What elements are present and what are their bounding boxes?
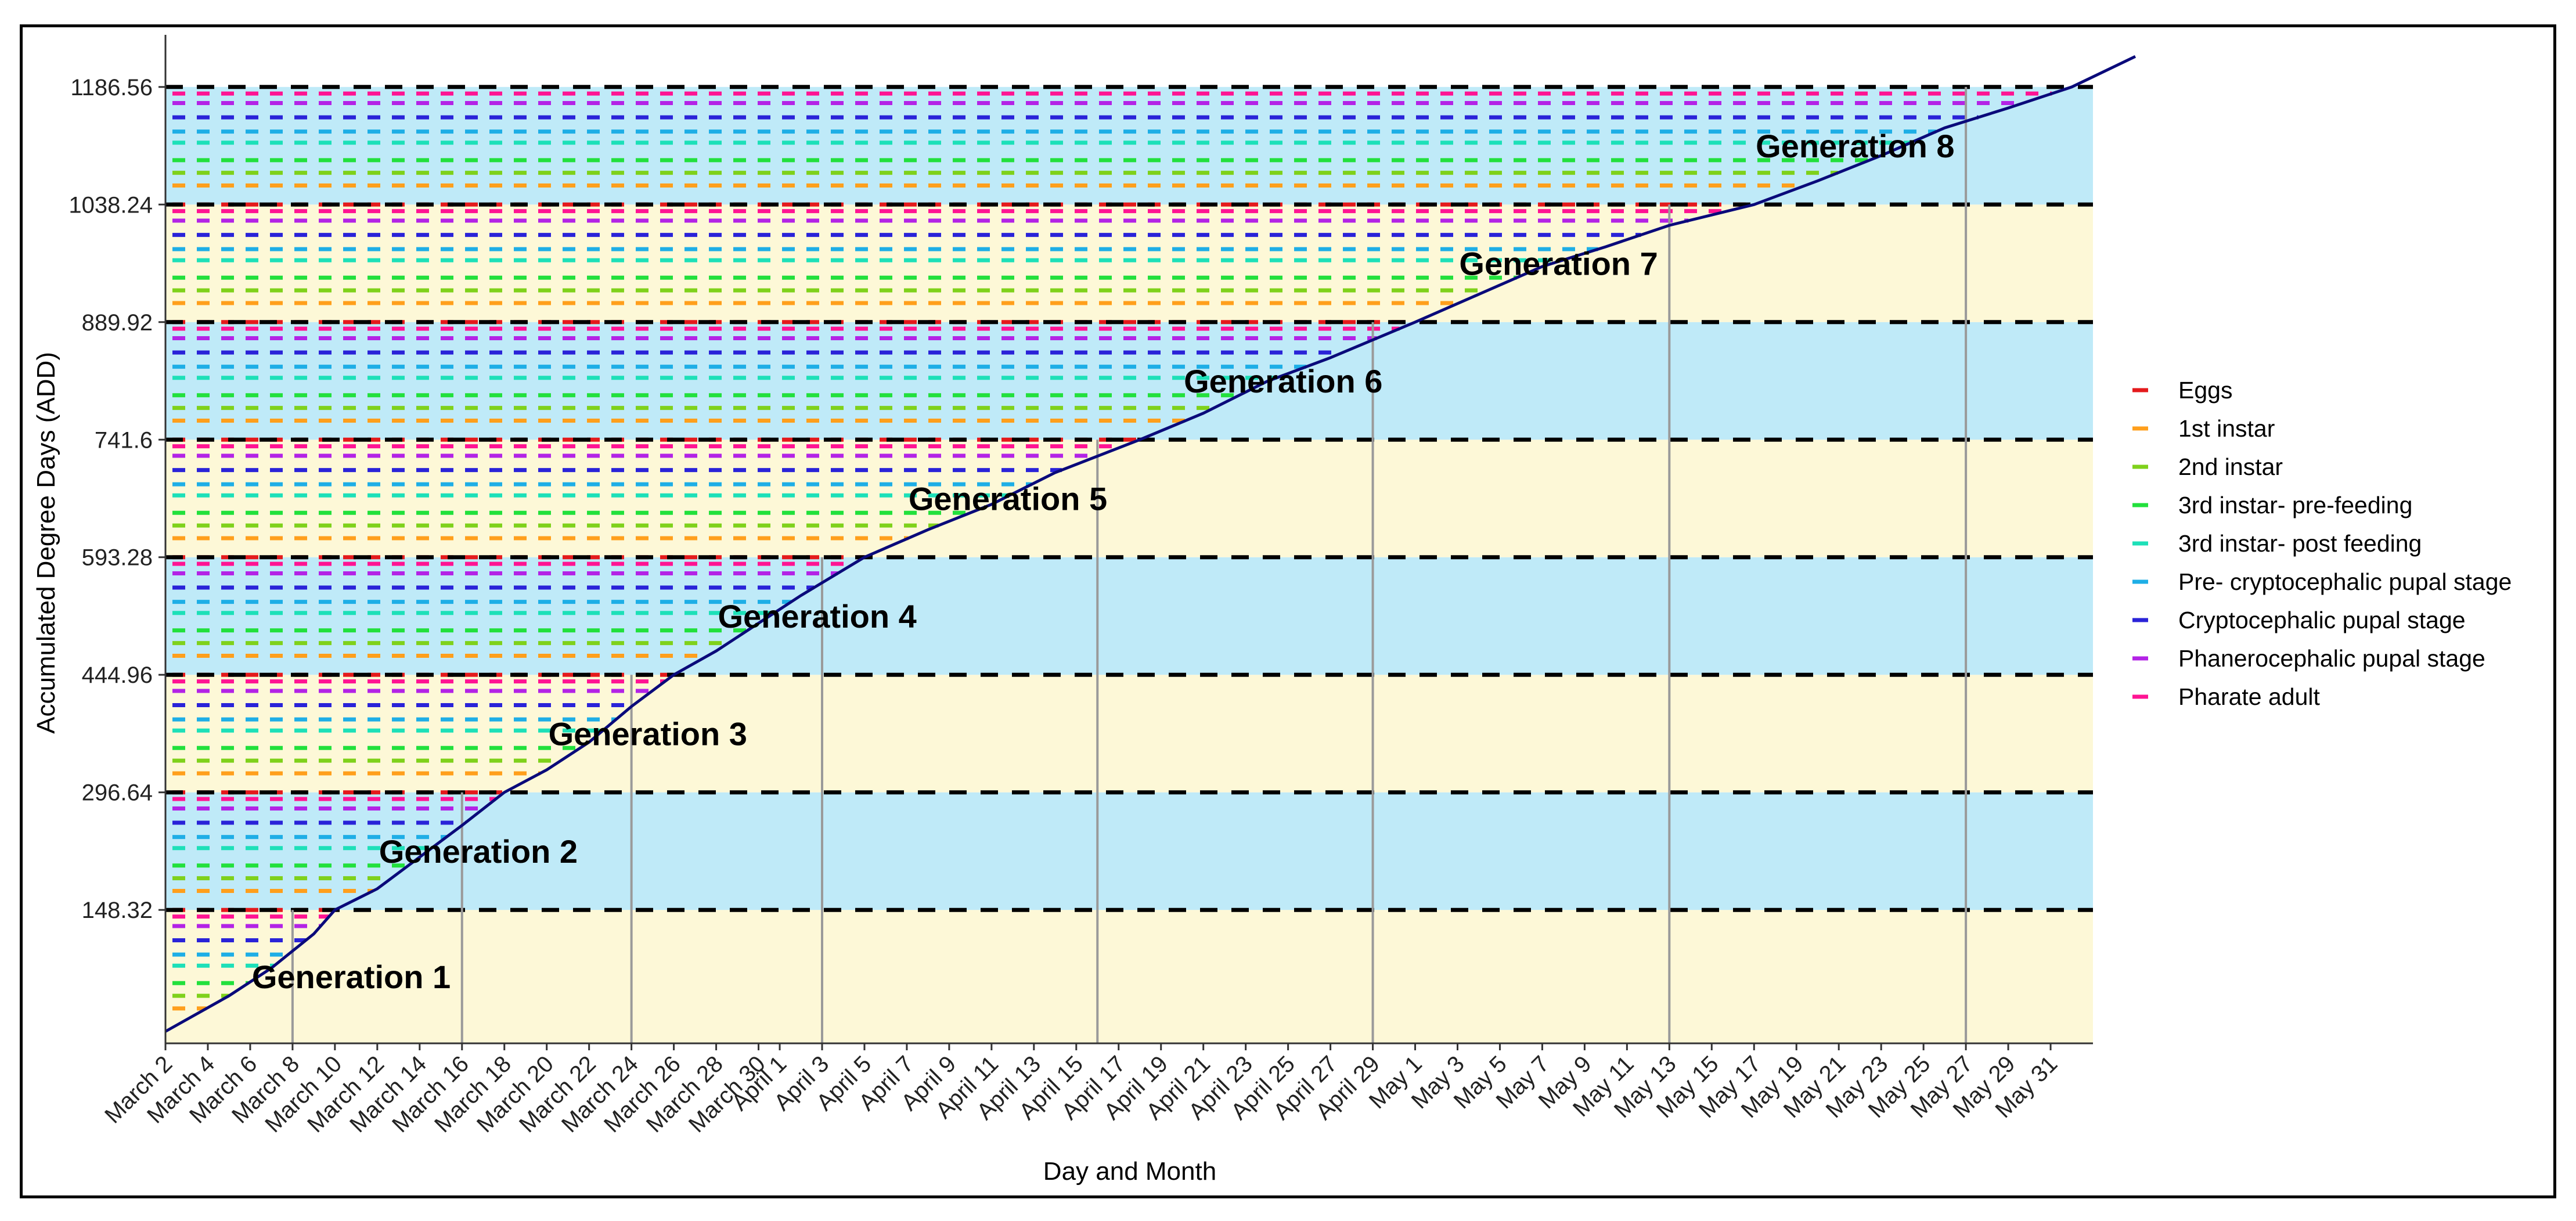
generation-band-5 xyxy=(165,440,2093,557)
legend: Eggs 1st instar 2nd instar 3rd instar- pre-… xyxy=(2132,377,2512,710)
generation-band-4 xyxy=(165,557,2093,675)
generation-band-2 xyxy=(165,792,2093,910)
legend-label-7: Cryptocephalic pupal stage xyxy=(2178,607,2466,633)
generation-label-7: Generation 7 xyxy=(1459,246,1658,282)
generation-band-3 xyxy=(165,675,2093,793)
generation-labels: Generation 1 Generation 2 Generation 3 Gene… xyxy=(252,128,1955,995)
legend-label-1: Eggs xyxy=(2178,377,2232,404)
legend-label-9: Pharate adult xyxy=(2178,683,2321,710)
add-series-line xyxy=(164,55,2137,1033)
stage-threshold-lines xyxy=(172,91,2052,1011)
generation-label-1: Generation 1 xyxy=(252,959,451,995)
x-axis-label: Day and Month xyxy=(1043,1157,1216,1186)
generation-label-5: Generation 5 xyxy=(909,480,1107,517)
generation-label-8: Generation 8 xyxy=(1756,128,1954,164)
y-tick-label-8: 1186.56 xyxy=(70,75,153,100)
y-tick-labels: 148.32 296.64 444.96 593.28 741.6 889.92 1038.… xyxy=(69,75,165,923)
generation-band-1 xyxy=(165,910,2093,1043)
legend-label-5: 3rd instar- post feeding xyxy=(2178,530,2422,557)
y-axis-label: Accumulated Degree Days (ADD) xyxy=(32,352,60,734)
generation-label-2: Generation 2 xyxy=(379,833,578,870)
legend-label-6: Pre- cryptocephalic pupal stage xyxy=(2178,568,2512,595)
y-tick-label-4: 593.28 xyxy=(82,545,153,571)
add-curve xyxy=(164,55,2137,1033)
legend-label-8: Phanerocephalic pupal stage xyxy=(2178,645,2485,672)
legend-label-4: 3rd instar- pre-feeding xyxy=(2178,492,2412,518)
y-tick-label-7: 1038.24 xyxy=(69,192,153,218)
y-tick-label-2: 296.64 xyxy=(82,780,153,806)
generation-boundary-lines xyxy=(165,85,2093,912)
y-tick-label-1: 148.32 xyxy=(82,898,153,923)
generation-label-6: Generation 6 xyxy=(1184,363,1382,399)
legend-label-3: 2nd instar xyxy=(2178,453,2283,480)
y-tick-label-3: 444.96 xyxy=(82,662,153,688)
axes xyxy=(164,35,2093,1044)
generation-label-4: Generation 4 xyxy=(718,598,916,635)
y-tick-label-6: 889.92 xyxy=(82,310,153,336)
generation-label-3: Generation 3 xyxy=(549,715,747,752)
generation-bands xyxy=(165,87,2093,1043)
legend-label-2: 1st instar xyxy=(2178,415,2275,442)
y-tick-label-5: 741.6 xyxy=(95,427,153,453)
generation-end-lines xyxy=(291,87,1968,1043)
